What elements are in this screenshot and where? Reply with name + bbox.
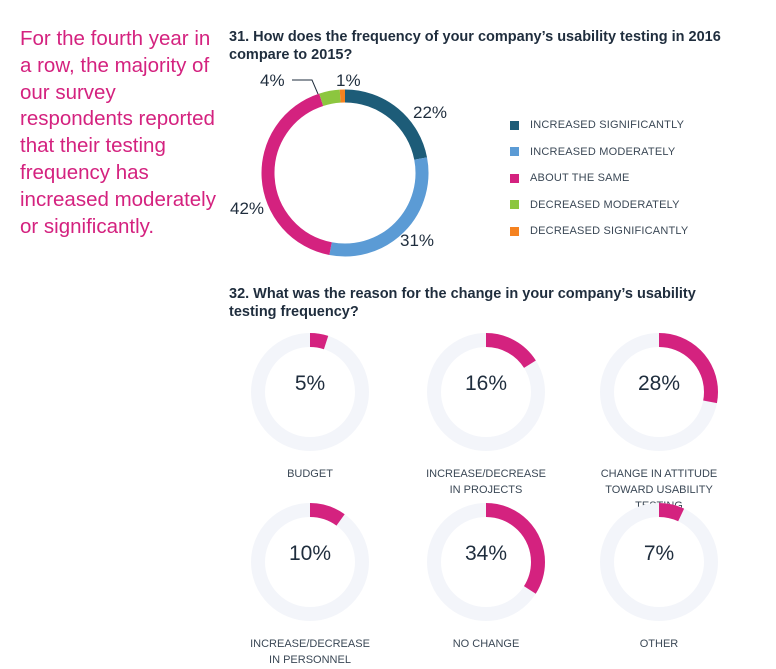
reason-donut-ring bbox=[600, 503, 718, 621]
legend-item-increased-significantly: INCREASED SIGNIFICANTLY bbox=[510, 112, 770, 139]
donut-slice-increased-moderately bbox=[329, 157, 429, 257]
reason-donut: 5% BUDGET bbox=[240, 332, 380, 482]
donut-slice-decreased-moderately bbox=[319, 89, 341, 107]
legend-swatch bbox=[510, 226, 519, 236]
q31-value-label-decreased-significantly: 1% bbox=[336, 71, 361, 90]
legend-item-about-the-same: ABOUT THE SAME bbox=[510, 165, 770, 192]
reason-donut-label: INCREASE/DECREASE IN PERSONNEL bbox=[250, 638, 370, 666]
reason-donut-value: 16% bbox=[464, 372, 508, 395]
legend-label: ABOUT THE SAME bbox=[530, 172, 630, 185]
reason-donut-ring bbox=[427, 503, 545, 621]
q31-value-label-about-the-same: 42% bbox=[230, 199, 265, 218]
legend-label: DECREASED SIGNIFICANTLY bbox=[530, 225, 689, 238]
reason-donut: 10% INCREASE/DECREASE IN PERSONNEL bbox=[240, 502, 380, 668]
reason-donut-value: 5% bbox=[294, 372, 326, 395]
legend-item-increased-moderately: INCREASED MODERATELY bbox=[510, 139, 770, 166]
q31-title: 31. How does the frequency of your compa… bbox=[229, 29, 721, 63]
reason-donut-ring bbox=[251, 333, 369, 451]
legend-swatch bbox=[510, 120, 519, 130]
reason-donut: 7% OTHER bbox=[589, 502, 729, 652]
q32-title: 32. What was the reason for the change i… bbox=[229, 286, 696, 320]
reason-donut-label: NO CHANGE bbox=[452, 638, 520, 650]
legend-swatch bbox=[510, 147, 519, 157]
legend-item-decreased-significantly: DECREASED SIGNIFICANTLY bbox=[510, 218, 770, 245]
reason-donut-value: 34% bbox=[464, 542, 508, 565]
reason-donut: 16% INCREASE/DECREASE IN PROJECTS bbox=[416, 332, 556, 498]
reason-donut-label: BUDGET bbox=[287, 468, 333, 480]
legend-swatch bbox=[510, 200, 519, 210]
q31-donut-chart bbox=[261, 89, 429, 257]
legend-item-decreased-moderately: DECREASED MODERATELY bbox=[510, 192, 770, 219]
reason-donut: 28% CHANGE IN ATTITUDE TOWARD USABILITY TE… bbox=[589, 332, 729, 514]
reason-donut-ring bbox=[427, 333, 545, 451]
legend-label: INCREASED MODERATELY bbox=[530, 145, 676, 158]
donut-fill-arc bbox=[600, 333, 718, 451]
intro-text: For the fourth year in a row, the majori… bbox=[20, 27, 216, 238]
reason-donut-ring bbox=[600, 333, 718, 451]
donut-slice-about-the-same bbox=[261, 93, 332, 256]
reason-donut-label: OTHER bbox=[639, 638, 679, 650]
donut-fill-arc bbox=[427, 333, 545, 451]
legend-swatch bbox=[510, 173, 519, 183]
reason-donut-ring bbox=[251, 503, 369, 621]
q31-legend: INCREASED SIGNIFICANTLY INCREASED MODERA… bbox=[510, 112, 770, 245]
reason-donut-value: 7% bbox=[643, 542, 675, 565]
q31-value-label-decreased-moderately: 4% bbox=[260, 71, 285, 90]
reason-donut-label: INCREASE/DECREASE IN PROJECTS bbox=[426, 468, 546, 496]
q31-value-label-increased-moderately: 31% bbox=[400, 231, 435, 250]
reason-donut-value: 28% bbox=[637, 372, 681, 395]
donut-slice-increased-significantly bbox=[344, 89, 428, 160]
reason-donut: 34% NO CHANGE bbox=[416, 502, 556, 652]
legend-label: INCREASED SIGNIFICANTLY bbox=[530, 119, 685, 132]
donut-fill-arc bbox=[600, 503, 718, 621]
q31-leader-line bbox=[292, 79, 319, 95]
donut-fill-arc bbox=[251, 333, 369, 451]
q31-value-label-increased-significantly: 22% bbox=[413, 103, 448, 122]
donut-fill-arc bbox=[251, 503, 369, 621]
donut-fill-arc bbox=[427, 503, 545, 621]
legend-label: DECREASED MODERATELY bbox=[530, 198, 680, 211]
reason-donut-value: 10% bbox=[288, 542, 332, 565]
